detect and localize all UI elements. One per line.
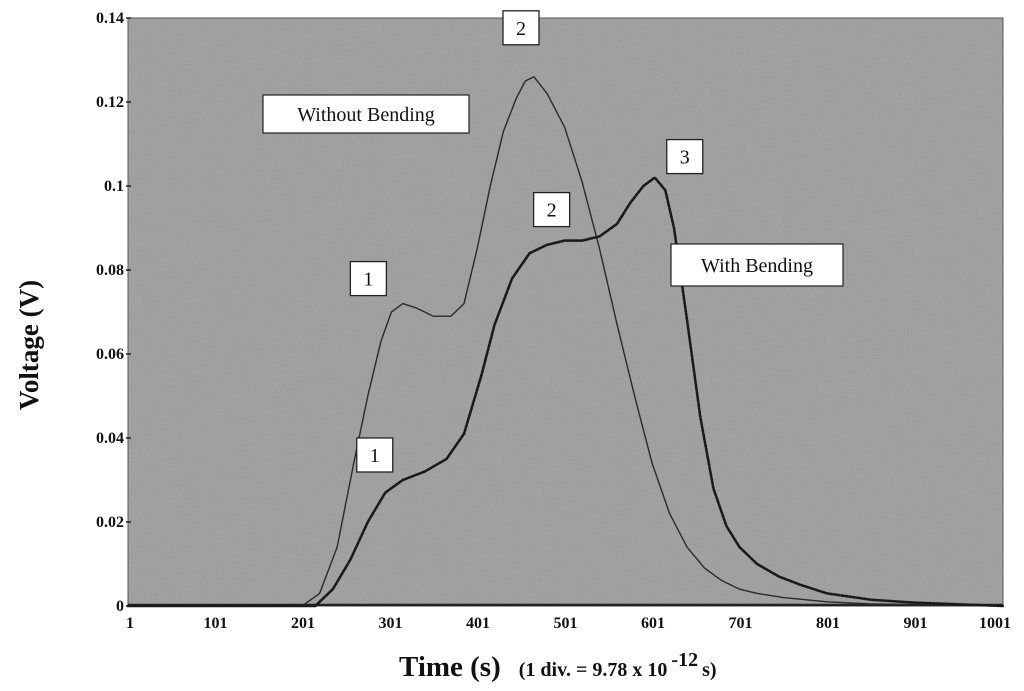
y-axis-label: Voltage (V) [14,280,44,410]
y-tick-label: 0.02 [96,514,124,531]
point-label-text: 1 [370,445,380,467]
x-tick-label: 101 [204,615,228,632]
x-tick-label: 1 [126,615,134,632]
x-axis-note-suffix: s) [702,659,716,681]
point-label-text: 1 [363,269,373,291]
x-tick-label: 1001 [979,615,1011,632]
x-tick-label: 801 [816,615,840,632]
x-tick-label: 501 [554,615,578,632]
series-name-label: With Bending [670,243,844,287]
x-axis-ticks: 1 101 201 301 401 501 601 701 801 901 1001 [126,615,1011,632]
plot-area [127,17,1004,607]
series-line-1 [127,76,1004,607]
series-name-text: Without Bending [297,104,435,126]
point-label-box [356,437,394,473]
series-layer [126,76,1005,608]
point-label-text: 3 [680,147,690,169]
y-axis-ticks: 0 0.02 0.04 0.06 0.08 0.1 0.12 0.14 [96,10,131,615]
x-tick-label: 301 [379,615,403,632]
point-label: 3 [666,138,704,175]
point-label-box [349,260,388,297]
point-label-box [502,10,540,46]
annotation-layer: 1 2 1 2 3 Without Bending With Bending [262,10,844,473]
series-name-text: With Bending [701,255,813,277]
point-label: 2 [502,10,540,46]
series-name-label: Without Bending [262,94,470,134]
x-axis-note: (1 div. = 9.78 x 10 [519,659,668,681]
point-label-text: 2 [547,200,557,222]
x-axis-label: Time (s) (1 div. = 9.78 x 10 -12 s) [399,649,717,683]
y-tick-label: 0.08 [96,262,124,279]
point-label: 1 [356,437,394,473]
plot-texture [128,18,1003,606]
series-name-box [262,94,470,134]
x-axis-note-exponent: -12 [671,649,698,671]
y-tick-label: 0.1 [104,178,124,195]
y-tick-label: 0 [116,598,124,615]
point-label: 1 [349,260,388,297]
point-label-text: 2 [516,18,526,40]
series-name-box [670,243,844,287]
y-tick-label: 0.12 [96,94,124,111]
y-tick-label: 0.04 [96,430,124,447]
point-label-box [666,138,704,175]
point-label-box [532,191,571,228]
x-tick-label: 201 [291,615,315,632]
x-tick-label: 701 [729,615,753,632]
x-tick-label: 601 [641,615,665,632]
x-axis-label-main: Time (s) [399,651,501,683]
y-tick-label: 0.14 [96,10,124,27]
series-line-2 [126,176,1005,608]
y-tick-label: 0.06 [96,346,124,363]
point-label: 2 [532,191,571,228]
x-tick-label: 401 [466,615,490,632]
x-tick-label: 901 [904,615,928,632]
